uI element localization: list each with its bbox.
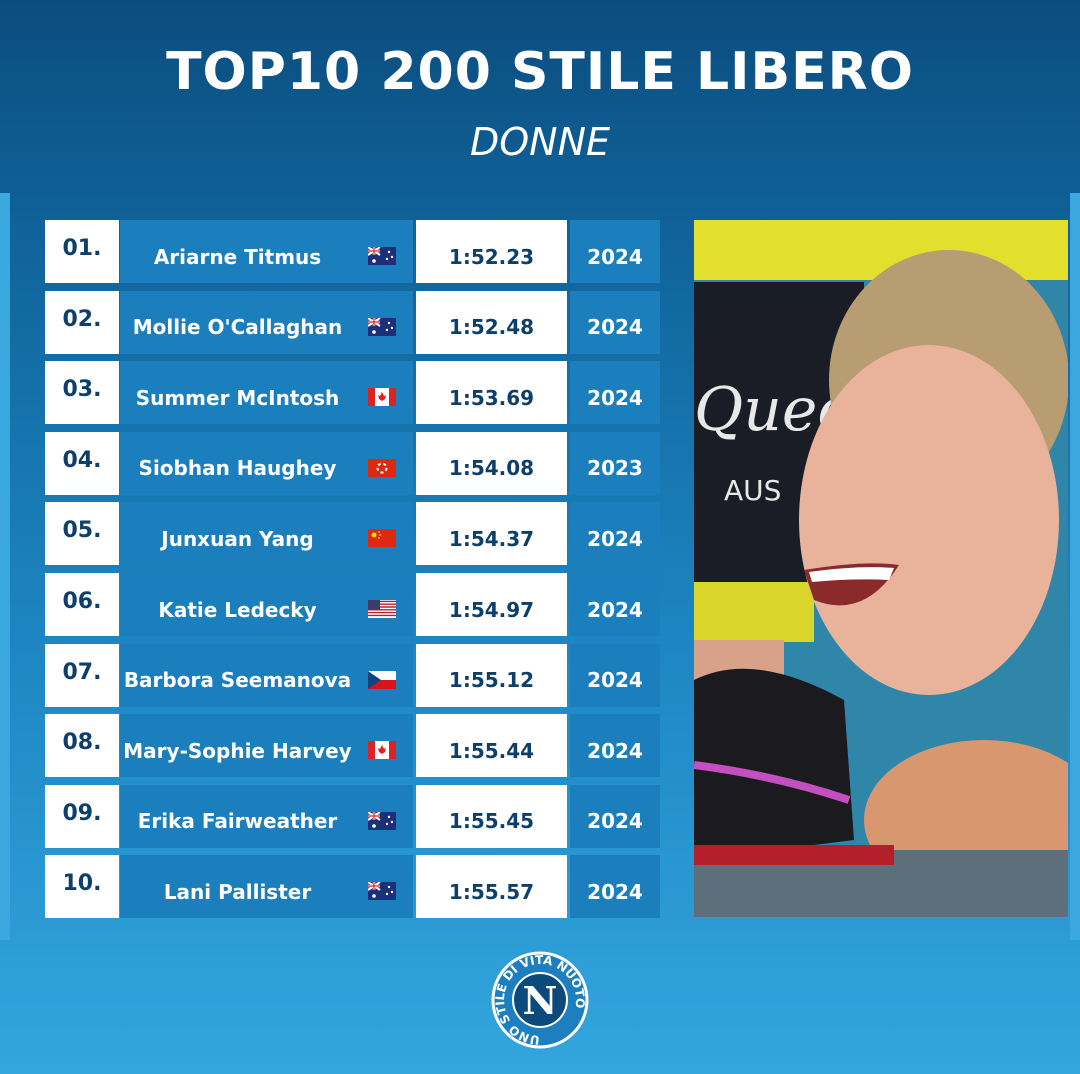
time-cell: 1:55.45	[416, 784, 567, 848]
flag	[368, 600, 396, 618]
year-cell: 2024	[570, 361, 660, 425]
rank-cell: 08.	[45, 714, 119, 778]
name-cell: Barbora Seemanova	[120, 643, 355, 707]
svg-text:AUS: AUS	[724, 474, 781, 507]
flag-cell	[355, 784, 413, 848]
year-cell: 2024	[570, 573, 660, 636]
flag-cell	[355, 431, 413, 495]
side-strip	[0, 193, 10, 940]
name-cell: Siobhan Haughey	[120, 431, 355, 495]
title: TOP10 200 STILE LIBERO	[166, 42, 914, 102]
rank-cell: 01.	[45, 220, 119, 283]
name-cell: Lani Pallister	[120, 855, 355, 919]
name-cell: Ariarne Titmus	[120, 220, 355, 283]
flag	[368, 882, 396, 901]
time-cell: 1:54.08	[416, 431, 567, 495]
name-cell: Summer McIntosh	[120, 361, 355, 425]
flag-cell	[355, 220, 413, 283]
flag-cell	[355, 855, 413, 919]
flag	[368, 388, 396, 407]
name-cell: Mary-Sophie Harvey	[120, 714, 355, 778]
flag-cell	[355, 643, 413, 707]
flag	[368, 458, 396, 477]
subtitle: DONNE	[469, 120, 611, 164]
name-cell: Erika Fairweather	[120, 784, 355, 848]
rank-cell: 09.	[45, 784, 119, 848]
flag	[368, 247, 396, 265]
time-cell: 1:55.44	[416, 714, 567, 778]
time-cell: 1:53.69	[416, 361, 567, 425]
rank-cell: 07.	[45, 643, 119, 707]
time-cell: 1:55.57	[416, 855, 567, 919]
year-cell: 2024	[570, 855, 660, 919]
logo-letter: N	[523, 978, 558, 1023]
flag	[368, 317, 396, 336]
flag-cell	[355, 290, 413, 354]
year-cell: 2024	[570, 784, 660, 848]
rank-cell: 03.	[45, 361, 119, 425]
time-cell: 1:52.23	[416, 220, 567, 283]
time-cell: 1:52.48	[416, 290, 567, 354]
rank-cell: 10.	[45, 855, 119, 919]
rank-cell: 04.	[45, 431, 119, 495]
time-cell: 1:55.12	[416, 643, 567, 707]
year-cell: 2024	[570, 220, 660, 283]
rank-cell: 05.	[45, 502, 119, 566]
flag-cell	[355, 573, 413, 636]
flag-cell	[355, 502, 413, 566]
name-cell: Katie Ledecky	[120, 573, 355, 636]
flag	[368, 529, 396, 548]
flag-cell	[355, 361, 413, 425]
rank-cell: 02.	[45, 290, 119, 354]
year-cell: 2024	[570, 714, 660, 778]
time-cell: 1:54.37	[416, 502, 567, 566]
logo: N UNO STILE DI VITA NUOTO	[491, 951, 589, 1049]
athlete-photo: Quee AUS	[694, 220, 1068, 917]
flag	[368, 741, 396, 760]
year-cell: 2024	[570, 643, 660, 707]
year-cell: 2024	[570, 290, 660, 354]
year-cell: 2023	[570, 431, 660, 495]
name-cell: Junxuan Yang	[120, 502, 355, 566]
flag-cell	[355, 714, 413, 778]
time-cell: 1:54.97	[416, 573, 567, 636]
name-cell: Mollie O'Callaghan	[120, 290, 355, 354]
side-strip	[1070, 193, 1080, 940]
flag	[368, 670, 396, 689]
rank-cell: 06.	[45, 573, 119, 636]
flag	[368, 811, 396, 830]
year-cell: 2024	[570, 502, 660, 566]
